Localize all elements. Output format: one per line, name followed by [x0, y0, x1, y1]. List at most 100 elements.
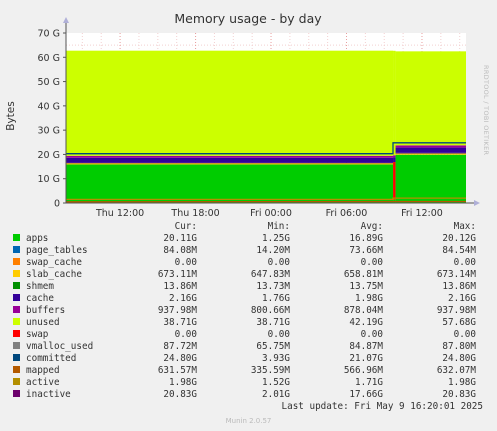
y-tick-label: 30 G — [38, 126, 60, 137]
y-axis-label: Bytes — [5, 101, 17, 130]
legend-cur: 0.00 — [174, 329, 197, 340]
legend-min: 13.73M — [256, 281, 290, 292]
legend-swatch — [13, 306, 20, 313]
legend-row-buffers: buffers 937.98M 800.66M 878.04M 937.98M — [10, 305, 476, 317]
line-committed — [66, 142, 466, 155]
legend-min: 14.20M — [256, 245, 290, 256]
legend-max: 20.12G — [442, 233, 476, 244]
legend-avg: 566.96M — [343, 365, 383, 376]
legend-label: slab_cache — [26, 269, 82, 280]
legend-avg: 0.00 — [360, 329, 383, 340]
legend-swatch — [13, 354, 20, 361]
legend-min: 38.71G — [256, 317, 290, 328]
x-tick-label: Thu 18:00 — [170, 208, 219, 219]
legend-max: 673.14M — [436, 269, 476, 280]
y-tick-label: 0 — [54, 199, 60, 210]
legend-cur: 0.00 — [174, 257, 197, 268]
legend-label: unused — [26, 317, 60, 328]
x-tick-label: Fri 12:00 — [401, 208, 443, 219]
x-axis-arrow — [474, 200, 480, 206]
chart-title: Memory usage - by day — [174, 11, 322, 26]
legend-label: buffers — [26, 305, 66, 316]
legend-min: 1.25G — [262, 233, 290, 244]
legend-cur: 24.80G — [163, 353, 197, 364]
legend-max: 84.54M — [442, 245, 476, 256]
legend-max: 57.68G — [442, 317, 476, 328]
legend-swatch — [13, 318, 20, 325]
area-buffers-seg0 — [66, 155, 394, 158]
legend-avg: 73.66M — [349, 245, 383, 256]
legend-min: 647.83M — [250, 269, 290, 280]
legend-swatch — [13, 246, 20, 253]
line-active — [66, 197, 466, 201]
legend-header-cur: Cur: — [174, 221, 197, 232]
area-cache-seg1 — [393, 157, 396, 163]
legend-row-mapped: mapped 631.57M 335.59M 566.96M 632.07M — [10, 365, 476, 377]
legend-header-min: Min: — [267, 221, 290, 232]
legend-cur: 20.83G — [163, 389, 197, 400]
legend-row-shmem: shmem 13.86M 13.73M 13.75M 13.86M — [10, 281, 476, 293]
legend-max: 20.83G — [442, 389, 476, 400]
legend-cur: 2.16G — [169, 293, 197, 304]
legend-label: swap_cache — [26, 257, 82, 268]
legend-label: swap — [26, 329, 49, 340]
area-unused-seg2 — [395, 51, 466, 146]
y-tick-label: 50 G — [38, 77, 60, 88]
legend-swatch — [13, 390, 20, 397]
area-apps-seg2 — [395, 154, 466, 203]
legend-avg: 16.89G — [349, 233, 383, 244]
legend-header-avg: Avg: — [360, 221, 383, 232]
legend-max: 24.80G — [442, 353, 476, 364]
legend-max: 1.98G — [448, 377, 476, 388]
legend-swatch — [13, 342, 20, 349]
legend-min: 1.52G — [262, 377, 290, 388]
area-slab_cache-seg0 — [66, 162, 394, 165]
stacked-areas — [66, 50, 466, 204]
legend-min: 0.00 — [267, 257, 290, 268]
legend-avg: 42.19G — [349, 317, 383, 328]
legend-min: 800.66M — [250, 305, 290, 316]
legend-row-vmalloc_used: vmalloc_used 87.72M 65.75M 84.87M 87.80M — [10, 341, 476, 353]
legend-min: 65.75M — [256, 341, 290, 352]
legend-swatch — [13, 234, 20, 241]
legend-label: active — [26, 377, 60, 388]
legend-row-swap: swap 0.00 0.00 0.00 0.00 — [10, 329, 476, 341]
area-cache-seg2 — [395, 147, 466, 153]
legend-swatch — [13, 330, 20, 337]
area-buffers-seg1 — [393, 155, 396, 158]
area-cache-seg0 — [66, 157, 394, 163]
legend-min: 3.93G — [262, 353, 290, 364]
legend-avg: 13.75M — [349, 281, 383, 292]
legend-cur: 631.57M — [157, 365, 197, 376]
legend-max: 0.00 — [453, 329, 476, 340]
legend-label: vmalloc_used — [26, 341, 94, 352]
legend-avg: 658.81M — [343, 269, 383, 280]
legend-row-slab_cache: slab_cache 673.11M 647.83M 658.81M 673.14M — [10, 269, 476, 281]
area-unused_dip-seg1 — [393, 162, 396, 200]
legend-table: Cur: Min: Avg: Max: apps 20.11G 1.25G 16.89… — [10, 221, 476, 401]
legend-row-committed: committed 24.80G 3.93G 21.07G 24.80G — [10, 353, 476, 365]
legend-max: 0.00 — [453, 257, 476, 268]
line-series — [65, 142, 467, 203]
legend-row-cache: cache 2.16G 1.76G 1.98G 2.16G — [10, 293, 476, 305]
x-tick-label: Thu 12:00 — [95, 208, 144, 219]
legend-avg: 1.98G — [355, 293, 383, 304]
legend-max: 632.07M — [436, 365, 476, 376]
legend-label: cache — [26, 293, 54, 304]
legend-label: page_tables — [26, 245, 88, 256]
legend-cur: 87.72M — [163, 341, 197, 352]
area-slab_cache-seg2 — [395, 153, 466, 155]
legend-max: 13.86M — [442, 281, 476, 292]
legend-cur: 937.98M — [157, 305, 197, 316]
memory-chart: Memory usage - by day Bytes RRDTOOL / TO… — [5, 11, 490, 219]
legend-label: inactive — [26, 389, 71, 400]
legend-min: 1.76G — [262, 293, 290, 304]
legend-header-max: Max: — [453, 221, 476, 232]
legend-label: mapped — [26, 365, 60, 376]
legend-row-active: active 1.98G 1.52G 1.71G 1.98G — [10, 377, 476, 389]
legend-label: shmem — [26, 281, 54, 292]
y-tick-label: 60 G — [38, 53, 60, 64]
legend-min: 0.00 — [267, 329, 290, 340]
legend-label: committed — [26, 353, 77, 364]
legend-swatch — [13, 282, 20, 289]
